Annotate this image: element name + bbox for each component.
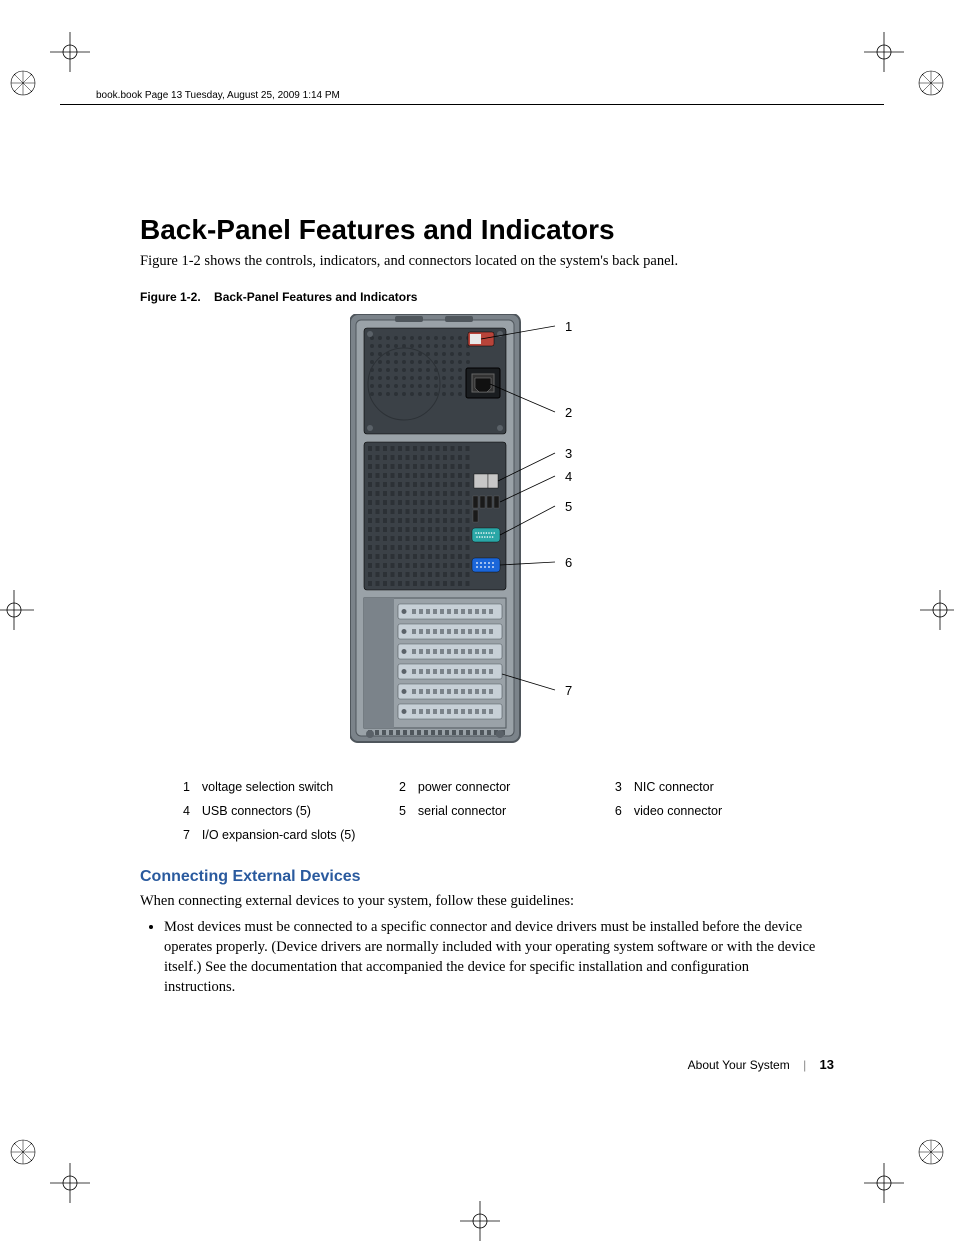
- page-footer: About Your System | 13: [688, 1057, 834, 1072]
- bullet-list: Most devices must be connected to a spec…: [164, 917, 820, 997]
- crop-cross: [864, 32, 904, 72]
- crop-ornament-tl: [8, 68, 38, 98]
- figure-legend: 1 voltage selection switch 2 power conne…: [170, 774, 820, 848]
- legend-label: serial connector: [418, 800, 602, 822]
- subsection-intro: When connecting external devices to your…: [140, 892, 820, 912]
- legend-label: USB connectors (5): [202, 800, 386, 822]
- crop-cross: [0, 590, 34, 630]
- svg-text:7: 7: [565, 683, 572, 698]
- svg-text:6: 6: [565, 555, 572, 570]
- legend-num: 5: [388, 800, 416, 822]
- svg-text:3: 3: [565, 446, 572, 461]
- svg-text:1: 1: [565, 319, 572, 334]
- crop-ornament-bl: [8, 1137, 38, 1167]
- crop-ornament-tr: [916, 68, 946, 98]
- legend-num: 1: [172, 776, 200, 798]
- running-head: book.book Page 13 Tuesday, August 25, 20…: [96, 90, 340, 101]
- legend-num: 6: [604, 800, 632, 822]
- svg-text:4: 4: [565, 469, 572, 484]
- section-intro: Figure 1-2 shows the controls, indicator…: [140, 252, 820, 272]
- figure-caption-text: Back-Panel Features and Indicators: [214, 290, 417, 304]
- subsection-title: Connecting External Devices: [140, 868, 820, 886]
- crop-cross: [864, 1163, 904, 1203]
- legend-label: power connector: [418, 776, 602, 798]
- figure-caption-label: Figure 1-2.: [140, 290, 201, 304]
- footer-chapter: About Your System: [688, 1058, 790, 1072]
- legend-label: voltage selection switch: [202, 776, 386, 798]
- legend-label: I/O expansion-card slots (5): [202, 824, 386, 846]
- legend-num: 3: [604, 776, 632, 798]
- svg-text:5: 5: [565, 499, 572, 514]
- crop-ornament-br: [916, 1137, 946, 1167]
- crop-cross: [920, 590, 954, 630]
- crop-cross: [50, 1163, 90, 1203]
- legend-num: 4: [172, 800, 200, 822]
- crop-cross: [460, 1201, 500, 1241]
- header-rule: [60, 104, 884, 105]
- svg-text:2: 2: [565, 405, 572, 420]
- figure-illustration: 1 2 3 4 5 6 7: [140, 314, 820, 744]
- crop-cross: [50, 32, 90, 72]
- section-title: Back-Panel Features and Indicators: [140, 214, 820, 246]
- bullet-item: Most devices must be connected to a spec…: [164, 917, 820, 997]
- legend-num: 7: [172, 824, 200, 846]
- legend-num: 2: [388, 776, 416, 798]
- footer-page-number: 13: [820, 1057, 834, 1072]
- figure-caption: Figure 1-2. Back-Panel Features and Indi…: [140, 290, 820, 304]
- legend-label: NIC connector: [634, 776, 818, 798]
- legend-label: video connector: [634, 800, 818, 822]
